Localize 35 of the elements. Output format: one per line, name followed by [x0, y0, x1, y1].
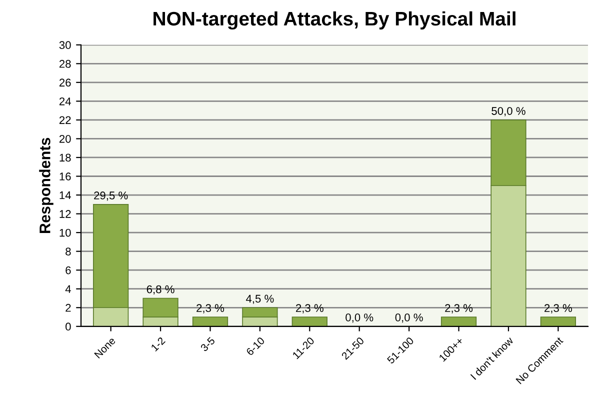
y-tick-label: 20: [59, 134, 71, 143]
x-tick-label: 1-2: [150, 336, 166, 352]
annotation: 0,0 %: [395, 314, 423, 323]
y-tick-label: 0: [66, 322, 71, 331]
bar: [440, 316, 477, 326]
annotation: 6,8 %: [146, 285, 174, 295]
annotation: 2,3 %: [196, 304, 224, 314]
bar: [292, 316, 328, 326]
y-tick-label: 4: [65, 285, 71, 293]
annotation: 2,3 %: [544, 304, 572, 314]
y-tick-label: 2: [66, 304, 71, 312]
y-tick-label: 6: [66, 266, 71, 274]
annotation: 50,0 %: [492, 107, 526, 116]
annotation: 0,0 %: [346, 314, 374, 323]
y-tick-label: 16: [60, 172, 71, 180]
y-tick-label: 18: [60, 154, 71, 162]
y-tick-label: 26: [59, 78, 71, 87]
y-tick-label: 12: [60, 210, 71, 218]
annotation: 2,3 %: [296, 304, 324, 314]
bar: [192, 316, 228, 326]
y-tick-label: 24: [59, 97, 71, 106]
y-tick-label: 8: [66, 248, 71, 256]
annotation: 29,5 %: [94, 192, 128, 201]
annotation: 2,3 %: [445, 304, 473, 314]
y-tick-label: 28: [59, 60, 71, 68]
x-tick-label: 3-5: [200, 336, 216, 352]
y-tick-label: 10: [60, 228, 71, 237]
bar: [540, 316, 576, 326]
y-axis-title: Respondents: [39, 138, 54, 233]
y-tick-label: 22: [59, 116, 71, 124]
annotation: 4,5 %: [246, 294, 274, 304]
y-tick-label: 30: [59, 41, 71, 50]
chart-title: NON-targeted Attacks, By Physical Mail: [154, 11, 516, 30]
y-tick-label: 14: [60, 191, 71, 200]
x-tick-label: 6-10: [246, 336, 266, 356]
